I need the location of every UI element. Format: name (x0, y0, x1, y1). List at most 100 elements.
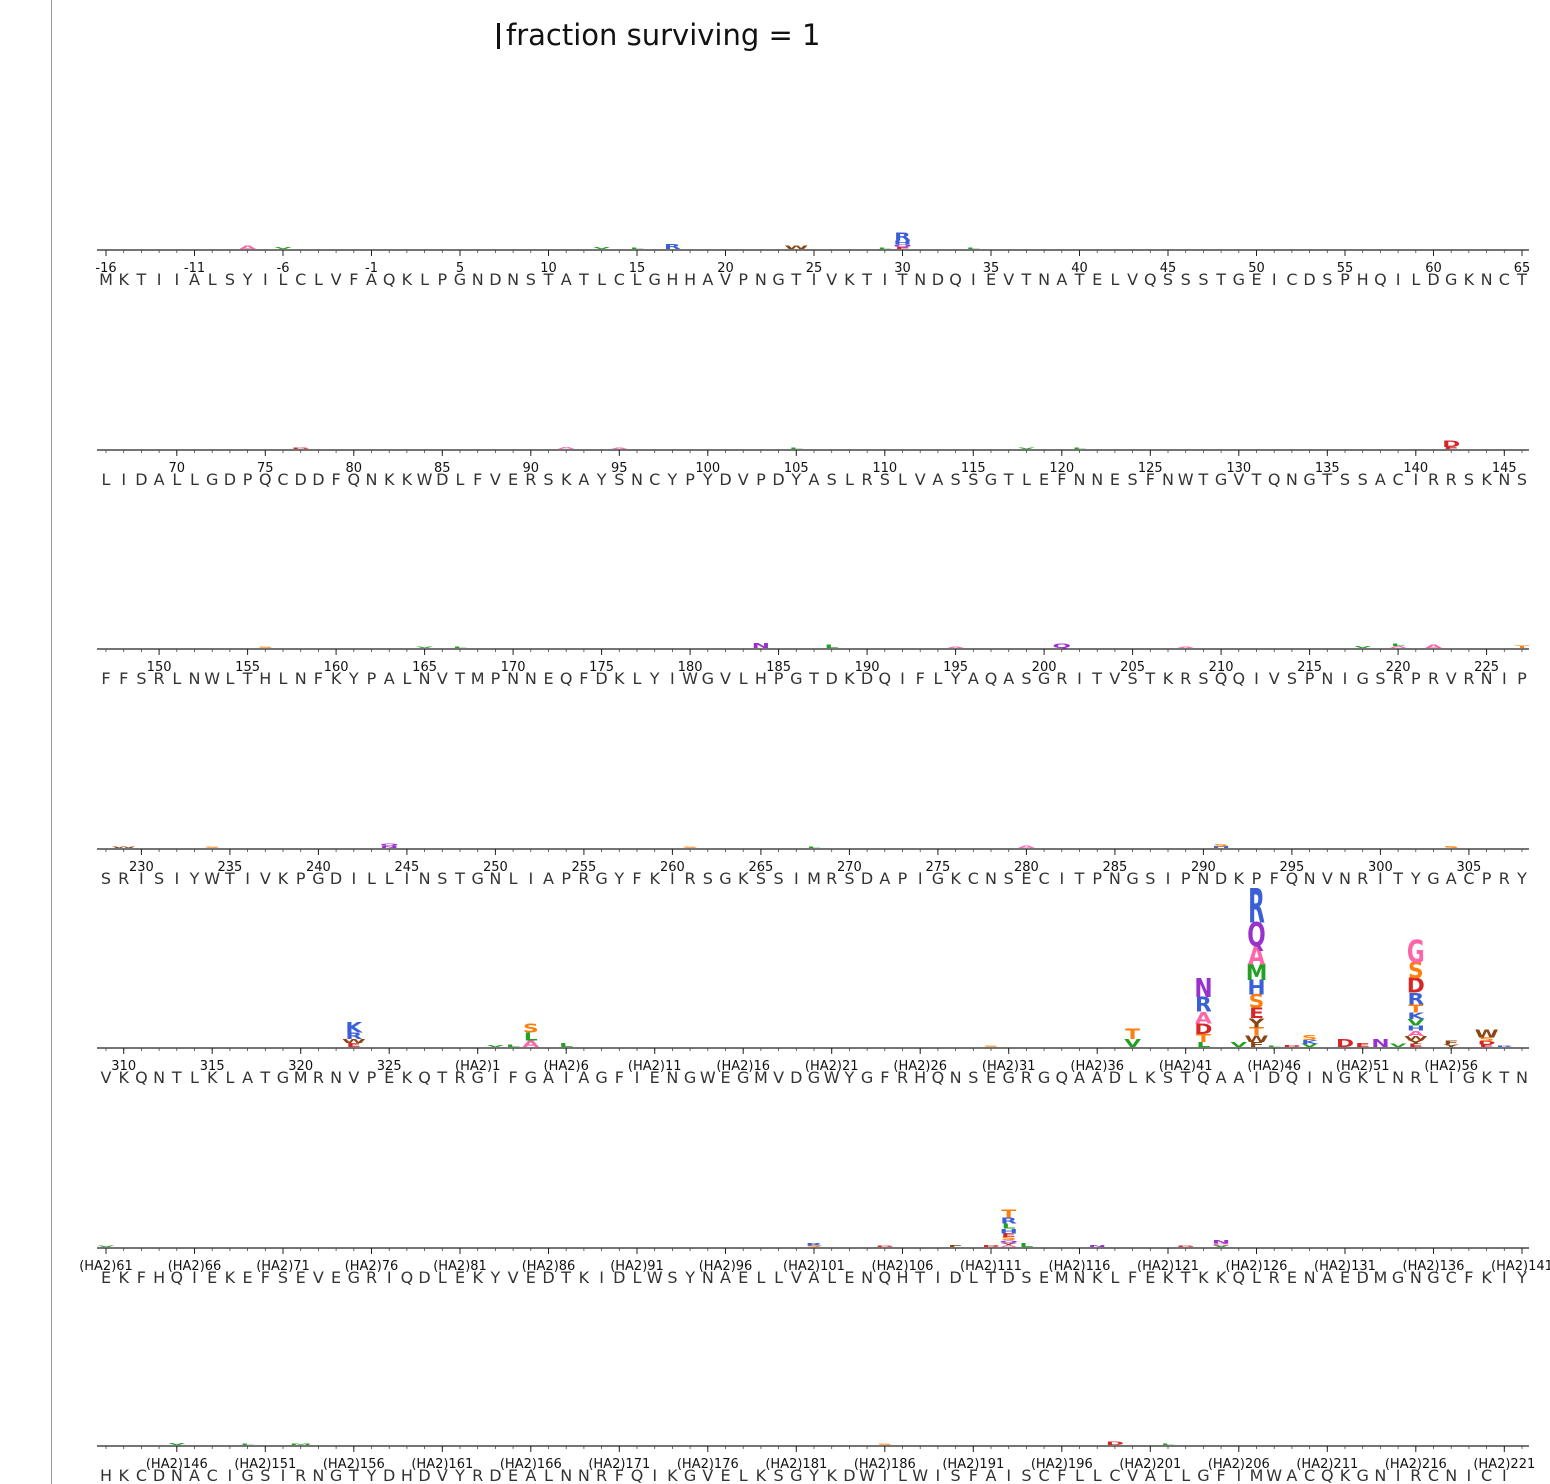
logo-letter-L: L (878, 247, 892, 249)
x-tick-label: 30 (894, 261, 911, 276)
wildtype-residue: G (1392, 1268, 1404, 1287)
wildtype-residue: S (543, 470, 553, 489)
wildtype-residue: E (207, 1268, 217, 1287)
logo-letter-S: S (1001, 1236, 1017, 1241)
logo-letter-L: L (966, 247, 980, 249)
wildtype-residue: I (1396, 270, 1401, 289)
wildtype-residue: E (844, 1268, 854, 1287)
x-tick-label: (HA2)181 (765, 1457, 827, 1472)
x-tick-label: 155 (235, 660, 260, 675)
x-tick-label: (HA2)166 (500, 1457, 562, 1472)
wildtype-residue: V (915, 470, 926, 489)
wildtype-residue: S (1198, 270, 1208, 289)
wildtype-residue: Q (1233, 1268, 1246, 1287)
wildtype-residue: I (599, 1268, 604, 1287)
wildtype-residue: Q (135, 1068, 148, 1087)
logo-letter-S: S (1443, 845, 1459, 848)
wildtype-residue: R (472, 1466, 483, 1484)
x-tick-label: 165 (412, 660, 437, 675)
logo-letter-H: H (1247, 976, 1265, 999)
wildtype-residue: P (685, 470, 695, 489)
wildtype-residue: K (826, 1466, 837, 1484)
wildtype-residue: V (490, 470, 501, 489)
logo-letter-V: V (1230, 1040, 1247, 1049)
logo-letter-F: F (1249, 1040, 1264, 1049)
x-tick-label: (HA2)6 (544, 1059, 589, 1074)
logo-letter-V: V (1124, 1037, 1142, 1050)
wildtype-residue: C (207, 1466, 218, 1484)
wildtype-residue: I (1006, 1466, 1011, 1484)
x-tick-label: (HA2)111 (960, 1259, 1022, 1274)
x-tick-label: 275 (925, 860, 950, 875)
wildtype-residue: L (1110, 270, 1119, 289)
wildtype-residue: A (525, 1466, 536, 1484)
wildtype-residue: V (1003, 270, 1014, 289)
wildtype-residue: L (367, 869, 376, 888)
wildtype-residue: F (314, 669, 323, 688)
wildtype-residue: I (281, 1466, 286, 1484)
wildtype-residue: R (525, 470, 536, 489)
wildtype-residue: K (402, 270, 413, 289)
wildtype-residue: V (348, 1068, 359, 1087)
logo-letter-A: A (1248, 941, 1265, 971)
logo-letter-R: R (1000, 1216, 1017, 1225)
wildtype-residue: P (367, 669, 377, 688)
wildtype-residue: L (845, 470, 854, 489)
wildtype-residue: I (351, 869, 356, 888)
wildtype-residue: N (507, 669, 519, 688)
wildtype-residue: N (1481, 669, 1493, 688)
wildtype-residue: V (773, 1068, 784, 1087)
wildtype-residue: D (1109, 1068, 1121, 1087)
logo-letter-W: W (1475, 1028, 1499, 1041)
x-tick-label: 75 (257, 461, 274, 476)
wildtype-residue: Q (1056, 1068, 1069, 1087)
wildtype-residue: L (190, 1068, 199, 1087)
wildtype-residue: D (1357, 1268, 1369, 1287)
wildtype-residue: I (918, 869, 923, 888)
wildtype-residue: F (1270, 869, 1279, 888)
wildtype-residue: W (204, 869, 220, 888)
wildtype-residue: K (472, 1268, 483, 1287)
wildtype-residue: G (1038, 669, 1050, 688)
wildtype-residue: D (330, 869, 342, 888)
wildtype-residue: G (312, 869, 324, 888)
x-tick-label: (HA2)201 (1119, 1457, 1181, 1472)
wildtype-residue: K (1198, 1268, 1209, 1287)
wildtype-residue: Q (418, 1068, 431, 1087)
x-tick-label: 105 (784, 461, 809, 476)
x-tick-label: (HA2)131 (1314, 1259, 1376, 1274)
wildtype-residue: D (1003, 1268, 1015, 1287)
wildtype-residue: A (986, 1466, 997, 1484)
logo-letter-W: W (342, 1038, 366, 1045)
wildtype-residue: L (172, 669, 181, 688)
wildtype-residue: C (1286, 270, 1297, 289)
wildtype-residue: D (1303, 270, 1315, 289)
title-marker (497, 23, 500, 49)
wildtype-residue: C (968, 869, 979, 888)
wildtype-residue: S (968, 470, 978, 489)
wildtype-residue: L (225, 1068, 234, 1087)
wildtype-residue: P (1517, 669, 1527, 688)
logo-letter-W: W (1404, 1035, 1428, 1042)
wildtype-residue: L (774, 1268, 783, 1287)
logo-letter-E: E (1249, 1006, 1264, 1023)
wildtype-residue: T (1198, 470, 1209, 489)
logo-letter-W: W (784, 245, 808, 250)
wildtype-residue: S (225, 270, 235, 289)
wildtype-residue: G (737, 1068, 749, 1087)
wildtype-residue: K (649, 869, 660, 888)
logo-letter-L: L (1002, 1222, 1016, 1231)
wildtype-residue: E (738, 1268, 748, 1287)
wildtype-residue: I (971, 270, 976, 289)
wildtype-residue: S (1021, 1268, 1031, 1287)
logo-letter-N: N (380, 845, 398, 848)
wildtype-residue: D (949, 1268, 961, 1287)
wildtype-residue: F (261, 1268, 270, 1287)
wildtype-residue: F (615, 1466, 624, 1484)
logo-letter-Q: Q (893, 244, 911, 248)
wildtype-residue: S (827, 470, 837, 489)
logo-letter-T: T (1515, 645, 1530, 649)
logo-letter-D: D (982, 1245, 1000, 1248)
wildtype-residue: P (898, 869, 908, 888)
wildtype-residue: S (968, 1068, 978, 1087)
